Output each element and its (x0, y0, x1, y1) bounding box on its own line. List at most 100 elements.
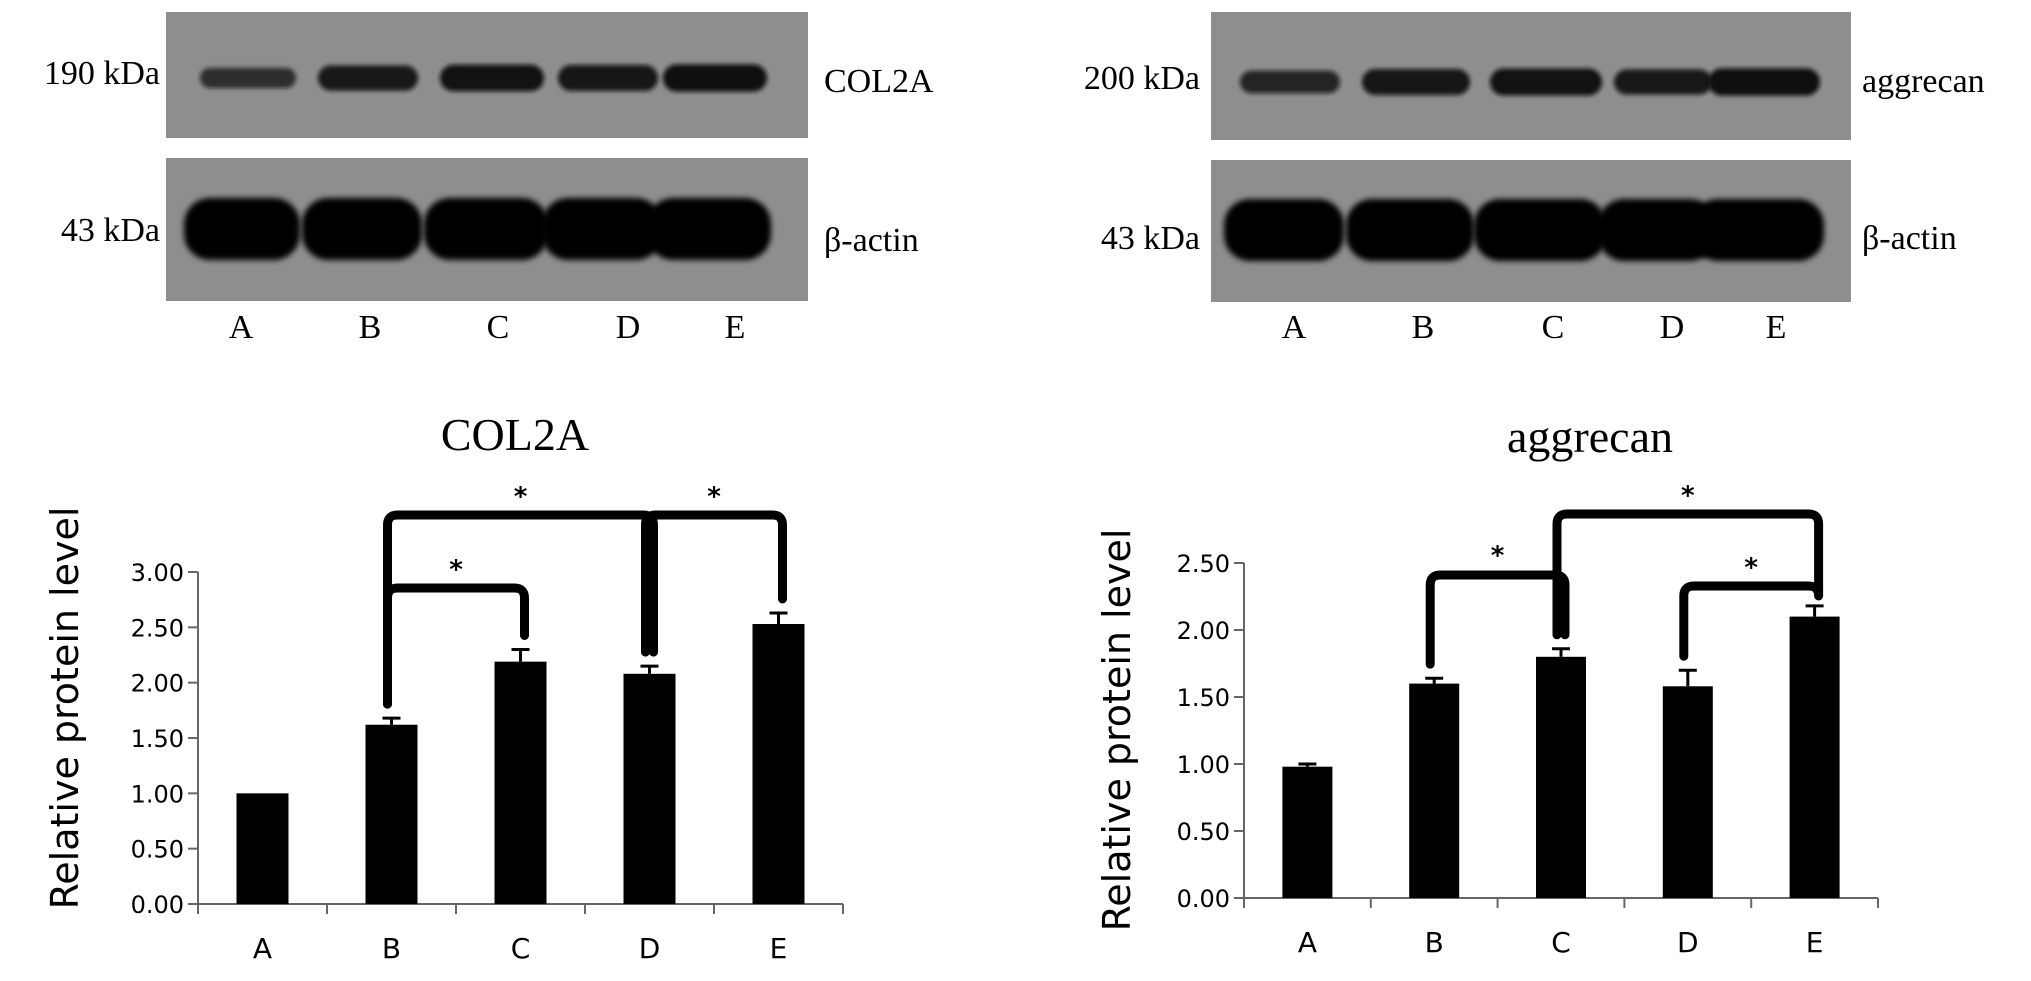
bar (1282, 766, 1333, 898)
control-band (424, 198, 548, 260)
significance-label: * (1744, 553, 1758, 583)
x-tick-label: E (1806, 926, 1824, 959)
chart-title: aggrecan (1507, 411, 1673, 462)
lane-label: A (1282, 309, 1307, 346)
target-band (1614, 69, 1712, 95)
significance-bracket (1425, 570, 1570, 669)
target-band (1490, 68, 1602, 96)
target-band (440, 64, 544, 92)
blot-panel-col2a: 190 kDa COL2A 43 kDa β-actin A B C D E (44, 12, 934, 346)
chart-bars (1282, 604, 1840, 898)
x-tick-label: C (511, 932, 531, 965)
target-band (1240, 70, 1340, 94)
x-tick-label: C (1551, 926, 1571, 959)
target-band (200, 67, 296, 89)
control-band (184, 198, 300, 260)
lane-label: B (359, 309, 382, 346)
x-tick-label: A (1298, 926, 1317, 959)
bar (494, 661, 547, 904)
x-tick-label: D (1677, 926, 1699, 959)
bar (1536, 656, 1586, 898)
control-band (1224, 199, 1344, 261)
y-tick-label: 1.50 (131, 725, 184, 753)
significance-bracket (383, 510, 658, 709)
control-band (302, 198, 422, 260)
x-tick-label: E (770, 932, 788, 965)
y-tick-label: 0.50 (131, 836, 184, 864)
y-tick-label: 0.50 (1177, 818, 1230, 846)
y-tick-label: 1.00 (1177, 751, 1230, 779)
chart-bars (236, 611, 805, 904)
significance-bracket (1552, 509, 1824, 640)
target-band (558, 65, 658, 91)
control-mw-label: 43 kDa (1101, 220, 1200, 257)
lane-label: D (616, 309, 641, 346)
chart-axes: 0.00 0.50 1.00 1.50 2.00 2.50 3.00 A B C D E (131, 559, 844, 965)
significance-brackets: * * * (1425, 481, 1824, 669)
significance-brackets: * * * (383, 482, 787, 709)
target-band (318, 65, 418, 91)
y-tick-label: 1.50 (1177, 684, 1230, 712)
bar (365, 724, 418, 904)
lane-labels: A B C D E (1282, 309, 1787, 346)
y-axis-label: Relative protein level (1095, 529, 1139, 932)
target-band (663, 64, 767, 92)
bar (1662, 686, 1713, 898)
y-tick-label: 2.00 (1177, 617, 1230, 645)
significance-label: * (707, 482, 721, 512)
y-tick-label: 3.00 (131, 559, 184, 587)
bar (1789, 616, 1840, 898)
significance-bracket (641, 510, 787, 657)
control-mw-label: 43 kDa (61, 212, 160, 249)
x-tick-label: A (253, 932, 272, 965)
control-band (1598, 199, 1716, 261)
lane-label: C (1542, 309, 1565, 346)
blot-control-bands (1224, 199, 1824, 261)
y-tick-label: 0.00 (131, 891, 184, 919)
target-protein-label: COL2A (824, 63, 934, 100)
bar (1409, 683, 1460, 898)
y-tick-label: 2.50 (131, 614, 184, 642)
x-tick-label: B (382, 932, 401, 965)
significance-label: * (449, 555, 463, 585)
y-axis-label: Relative protein level (43, 507, 87, 910)
bar-chart-aggrecan: aggrecan Relative protein level 0.00 0.50… (1095, 411, 1879, 959)
x-tick-label: D (639, 932, 661, 965)
target-protein-label: aggrecan (1862, 63, 1985, 100)
x-tick-label: B (1425, 926, 1444, 959)
y-tick-label: 1.00 (131, 780, 184, 808)
significance-bracket (1679, 581, 1824, 661)
control-band (647, 198, 771, 260)
lane-label: C (487, 309, 510, 346)
target-mw-label: 190 kDa (44, 55, 160, 92)
significance-label: * (1491, 541, 1505, 571)
target-mw-label: 200 kDa (1084, 60, 1200, 97)
lane-label: E (725, 309, 746, 346)
bar (623, 673, 676, 904)
blot-control-bands (184, 198, 771, 260)
chart-title: COL2A (441, 409, 589, 460)
control-band (1474, 199, 1606, 261)
lane-label: B (1412, 309, 1435, 346)
lane-label: D (1660, 309, 1685, 346)
control-band (542, 198, 662, 260)
lane-label: A (229, 309, 254, 346)
control-protein-label: β-actin (1862, 220, 1957, 257)
blot-panel-aggrecan: 200 kDa aggrecan 43 kDa β-actin A B C D … (1084, 12, 1985, 346)
bar (752, 624, 805, 904)
significance-label: * (514, 482, 528, 512)
control-band (1692, 199, 1824, 261)
lane-labels: A B C D E (229, 309, 746, 346)
target-band (1708, 68, 1820, 96)
significance-label: * (1681, 481, 1695, 511)
blot-target-bands (200, 64, 767, 92)
bar-chart-col2a: COL2A Relative protein level 0.00 0.50 1.0… (43, 409, 844, 965)
control-protein-label: β-actin (824, 222, 919, 259)
y-tick-label: 2.00 (131, 670, 184, 698)
blot-target-bands (1240, 68, 1820, 96)
y-tick-label: 0.00 (1177, 885, 1230, 913)
chart-axes: 0.00 0.50 1.00 1.50 2.00 2.50 A B C D E (1177, 550, 1879, 959)
control-band (1346, 199, 1474, 261)
y-tick-label: 2.50 (1177, 550, 1230, 578)
